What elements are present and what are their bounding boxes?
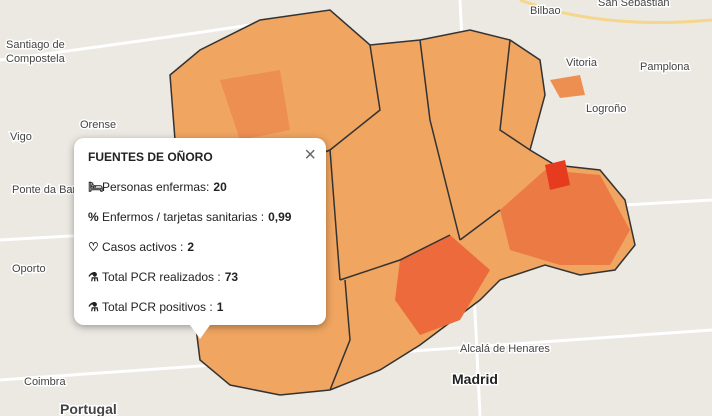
row-label: Total PCR realizados : — [102, 270, 221, 284]
popup-row: % Enfermos / tarjetas sanitarias :0,99 — [88, 210, 291, 224]
province-zone — [395, 235, 490, 335]
city-label: Pamplona — [640, 61, 690, 73]
close-button[interactable]: × — [304, 144, 316, 166]
city-label: Alcalá de Henares — [460, 343, 550, 355]
popup-row: ⚗ Total PCR realizados :73 — [88, 270, 238, 284]
city-label: Ponte da Bar — [12, 184, 77, 196]
row-label: Casos activos : — [102, 240, 184, 254]
icon: ♡ — [88, 240, 99, 254]
city-label: Compostela — [6, 53, 66, 65]
city-label: San Sebastián — [598, 0, 670, 9]
popup: FUENTES DE OÑORO × 🛏Personas enfermas: 20… — [74, 138, 326, 339]
highway — [519, 0, 712, 24]
city-label: Coimbra — [24, 376, 66, 388]
popup-row: ♡ Casos activos :2 — [88, 240, 194, 254]
province-zone — [545, 160, 570, 190]
row-value: 2 — [187, 240, 195, 254]
city-label: Vitoria — [566, 57, 598, 69]
city-label: Logroño — [586, 103, 626, 115]
icon: ⚗ — [88, 270, 99, 284]
popup-row: ⚗ Total PCR positivos :1 — [88, 300, 223, 314]
city-label: Oporto — [12, 263, 46, 275]
city-label: Madrid — [452, 371, 498, 387]
city-label: Bilbao — [530, 5, 561, 17]
city-label: Vigo — [10, 131, 32, 143]
popup-row: 🛏Personas enfermas: 20 — [88, 180, 227, 194]
city-label: Santiago de — [6, 39, 65, 51]
row-label: Total PCR positivos : — [102, 300, 213, 314]
row-label: Enfermos / tarjetas sanitarias : — [102, 210, 265, 224]
icon: % — [88, 210, 99, 224]
province-border — [279, 39, 531, 391]
row-value: 1 — [216, 300, 224, 314]
icon: 🛏 — [88, 180, 104, 194]
icon: ⚗ — [88, 300, 99, 314]
popup-title: FUENTES DE OÑORO — [88, 150, 213, 164]
row-value: 20 — [213, 180, 227, 194]
row-label: Personas enfermas: — [102, 180, 210, 194]
province-zone — [550, 75, 585, 98]
row-value: 0,99 — [268, 210, 292, 224]
city-label: Orense — [80, 119, 116, 131]
row-value: 73 — [224, 270, 239, 284]
province-zone — [220, 70, 290, 140]
country-label: Portugal — [60, 401, 117, 416]
province-zone — [500, 170, 630, 265]
